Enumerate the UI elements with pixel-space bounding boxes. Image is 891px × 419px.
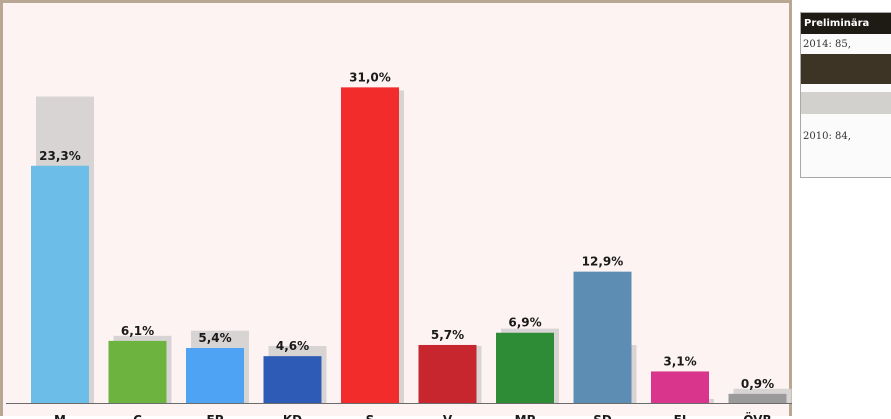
side-table-2010-line: 2010: 84, (803, 131, 851, 142)
bar-value-label: 12,9% (582, 255, 624, 269)
bar-övr (728, 393, 787, 403)
bar-value-label: 5,7% (431, 328, 464, 342)
bar-value-label: 3,1% (663, 354, 696, 368)
bar-mp (496, 332, 554, 403)
bar-value-label: 5,4% (198, 331, 231, 345)
category-label: FP (207, 413, 224, 419)
bar-value-label: 31,0% (349, 70, 391, 84)
category-label: S (366, 413, 375, 419)
category-label: FI (674, 413, 687, 419)
bar-fp (186, 348, 244, 403)
side-table-dark-band (801, 54, 891, 84)
bar-v (418, 344, 477, 403)
side-table-grey-band (801, 92, 891, 114)
category-label: MP (515, 413, 536, 419)
bar-fi (651, 371, 709, 403)
bar-c (108, 340, 167, 403)
side-info-table: Preliminära 2014: 85, 2010: 84, (800, 12, 891, 178)
bar-s (341, 87, 399, 403)
chart-panel: 23,3% M 6,1% C 5,4% FP 4,6% KD 31,0% S 5,7% V 6,9% MP… (0, 0, 792, 419)
category-label: KD (283, 413, 302, 419)
category-label: SD (593, 413, 612, 419)
category-label: V (443, 413, 453, 419)
bar-value-label: 6,9% (508, 316, 541, 330)
bar-value-label: 23,3% (39, 149, 81, 163)
category-label: C (133, 413, 142, 419)
bar-value-label: 0,9% (741, 377, 774, 391)
bar-m (31, 165, 89, 403)
bar-sd (573, 271, 632, 403)
bar-chart: 23,3% M 6,1% C 5,4% FP 4,6% KD 31,0% S 5,7% V 6,9% MP… (6, 70, 792, 419)
category-label: M (54, 413, 66, 419)
side-table-header: Preliminära (801, 13, 891, 34)
bar-kd (263, 356, 322, 403)
bar-value-label: 4,6% (276, 339, 309, 353)
bar-value-label: 6,1% (121, 324, 154, 338)
side-table-2014-line: 2014: 85, (803, 39, 851, 50)
